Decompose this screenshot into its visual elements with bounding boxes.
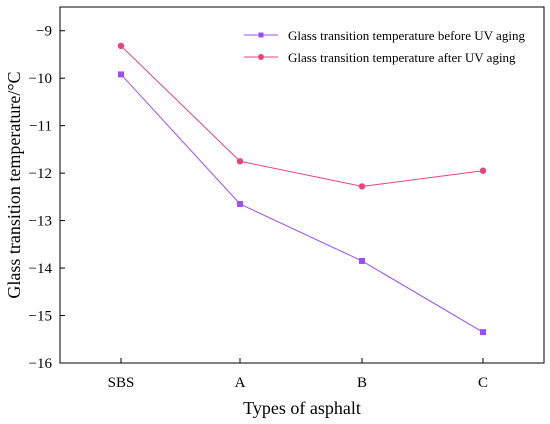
y-axis-title: Glass transition temperature/°C: [4, 71, 24, 298]
series-line-2: [120, 45, 484, 187]
data-point: [359, 257, 365, 264]
data-point: [117, 42, 125, 50]
data-point: [237, 200, 243, 207]
data-point: [480, 329, 486, 336]
x-tick-label: SBS: [108, 375, 135, 391]
data-point: [479, 167, 487, 174]
series-layer: [117, 42, 487, 336]
legend-label-before: Glass transition temperature before UV a…: [288, 28, 525, 43]
y-tick-label: −9: [36, 24, 52, 40]
y-tick-label: −11: [29, 119, 52, 135]
data-point: [118, 71, 124, 78]
y-tick-label: −14: [29, 261, 53, 277]
x-tick-label: C: [478, 375, 488, 391]
legend-label-after: Glass transition temperature after UV ag…: [288, 50, 516, 65]
y-tick-label: −16: [29, 356, 53, 372]
axis-ticks: −16 −15 −14 −13 −12 −11 −10 −9 SBS A B C: [29, 24, 488, 391]
legend-marker-before: [258, 32, 264, 38]
x-axis-title: Types of asphalt: [243, 398, 361, 418]
y-tick-label: −13: [29, 214, 52, 230]
data-point: [358, 183, 366, 190]
y-tick-label: −15: [29, 309, 52, 325]
legend-marker-after: [258, 54, 264, 60]
legend: Glass transition temperature before UV a…: [244, 28, 525, 65]
x-tick-label: A: [235, 375, 246, 391]
x-tick-label: B: [357, 375, 367, 391]
series-line-1: [120, 74, 484, 333]
y-tick-label: −10: [29, 71, 52, 87]
data-point: [236, 158, 244, 165]
y-tick-label: −12: [29, 166, 52, 182]
plot-frame: [59, 6, 545, 364]
